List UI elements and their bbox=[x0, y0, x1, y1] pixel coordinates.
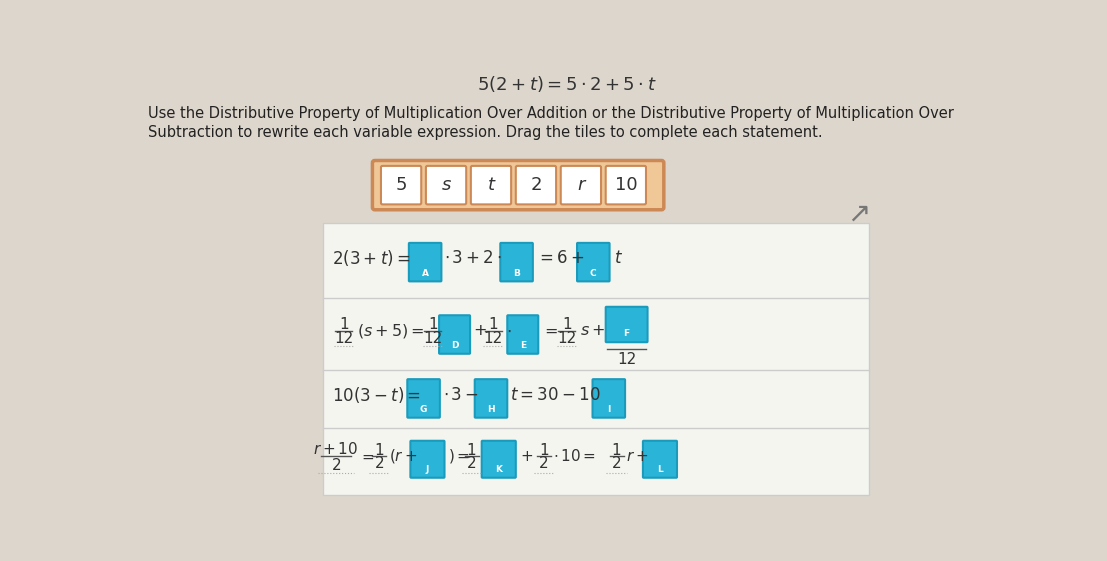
Text: 1: 1 bbox=[428, 317, 437, 332]
FancyBboxPatch shape bbox=[407, 379, 439, 418]
Text: F: F bbox=[623, 329, 630, 338]
Text: 2: 2 bbox=[374, 456, 384, 471]
FancyBboxPatch shape bbox=[500, 243, 532, 282]
FancyBboxPatch shape bbox=[470, 166, 511, 204]
Text: 2: 2 bbox=[467, 456, 476, 471]
Text: C: C bbox=[590, 269, 597, 278]
Text: $+$: $+$ bbox=[520, 449, 534, 464]
Text: $r+10$: $r+10$ bbox=[313, 442, 359, 457]
Text: 1: 1 bbox=[339, 317, 349, 332]
Text: $(s+5)=$: $(s+5)=$ bbox=[356, 321, 424, 339]
Text: $t=30-10$: $t=30-10$ bbox=[510, 385, 601, 403]
FancyBboxPatch shape bbox=[408, 243, 442, 282]
FancyBboxPatch shape bbox=[482, 441, 516, 478]
Text: 1: 1 bbox=[374, 443, 384, 458]
Text: L: L bbox=[658, 465, 663, 474]
FancyBboxPatch shape bbox=[426, 166, 466, 204]
FancyBboxPatch shape bbox=[606, 166, 646, 204]
Text: $5(2+t)=5\cdot 2+5\cdot t$: $5(2+t)=5\cdot 2+5\cdot t$ bbox=[477, 74, 658, 94]
Text: s: s bbox=[442, 176, 451, 194]
Text: 2: 2 bbox=[530, 176, 541, 194]
Text: 1: 1 bbox=[488, 317, 498, 332]
Text: A: A bbox=[422, 269, 428, 278]
Text: $\cdot\,3+2\cdot$: $\cdot\,3+2\cdot$ bbox=[445, 249, 503, 267]
Text: K: K bbox=[495, 465, 503, 474]
Text: $=$: $=$ bbox=[360, 449, 375, 464]
Text: $s+$: $s+$ bbox=[580, 323, 606, 338]
Text: Subtraction to rewrite each variable expression. Drag the tiles to complete each: Subtraction to rewrite each variable exp… bbox=[147, 125, 823, 140]
Text: $r+$: $r+$ bbox=[625, 449, 649, 464]
FancyBboxPatch shape bbox=[577, 243, 610, 282]
Text: D: D bbox=[451, 341, 458, 350]
Text: 1: 1 bbox=[612, 443, 621, 458]
Text: $10(3-t)=$: $10(3-t)=$ bbox=[332, 385, 421, 404]
Text: 1: 1 bbox=[539, 443, 548, 458]
Text: $2$: $2$ bbox=[331, 457, 341, 473]
FancyBboxPatch shape bbox=[411, 441, 445, 478]
Text: 12: 12 bbox=[484, 331, 503, 346]
FancyBboxPatch shape bbox=[372, 160, 664, 210]
FancyBboxPatch shape bbox=[592, 379, 625, 418]
Text: $\cdot\,10=$: $\cdot\,10=$ bbox=[554, 448, 596, 464]
Text: I: I bbox=[607, 405, 610, 414]
Text: $=$: $=$ bbox=[541, 323, 558, 338]
FancyBboxPatch shape bbox=[323, 223, 869, 495]
Text: $\,t$: $\,t$ bbox=[612, 249, 623, 267]
Text: 5: 5 bbox=[395, 176, 407, 194]
FancyBboxPatch shape bbox=[507, 315, 538, 354]
Text: 2: 2 bbox=[539, 456, 548, 471]
Text: 1: 1 bbox=[467, 443, 476, 458]
Text: $)=$: $)=$ bbox=[448, 447, 470, 465]
FancyBboxPatch shape bbox=[475, 379, 507, 418]
Text: 12: 12 bbox=[557, 331, 577, 346]
FancyBboxPatch shape bbox=[643, 441, 677, 478]
Text: $2(3+t)=$: $2(3+t)=$ bbox=[332, 249, 411, 268]
Text: H: H bbox=[487, 405, 495, 414]
Text: r: r bbox=[577, 176, 584, 194]
Text: 1: 1 bbox=[562, 317, 571, 332]
FancyBboxPatch shape bbox=[381, 166, 422, 204]
Text: Use the Distributive Property of Multiplication Over Addition or the Distributiv: Use the Distributive Property of Multipl… bbox=[147, 106, 953, 121]
Text: $\cdot$: $\cdot$ bbox=[506, 321, 511, 339]
FancyBboxPatch shape bbox=[606, 307, 648, 342]
Text: E: E bbox=[519, 341, 526, 350]
Text: $(r+$: $(r+$ bbox=[389, 447, 417, 465]
Text: G: G bbox=[420, 405, 427, 414]
Text: 12: 12 bbox=[334, 331, 353, 346]
Text: 2: 2 bbox=[612, 456, 621, 471]
Text: $+$: $+$ bbox=[473, 323, 487, 338]
Text: t: t bbox=[487, 176, 495, 194]
Text: $\cdot\,3-$: $\cdot\,3-$ bbox=[443, 385, 479, 403]
Text: J: J bbox=[426, 465, 430, 474]
FancyBboxPatch shape bbox=[439, 315, 470, 354]
Text: 12: 12 bbox=[617, 352, 637, 367]
FancyBboxPatch shape bbox=[561, 166, 601, 204]
Text: B: B bbox=[514, 269, 520, 278]
Text: ↗: ↗ bbox=[848, 200, 871, 228]
Text: 12: 12 bbox=[423, 331, 443, 346]
FancyBboxPatch shape bbox=[516, 166, 556, 204]
Text: 10: 10 bbox=[614, 176, 638, 194]
Text: $=6+$: $=6+$ bbox=[536, 249, 584, 267]
